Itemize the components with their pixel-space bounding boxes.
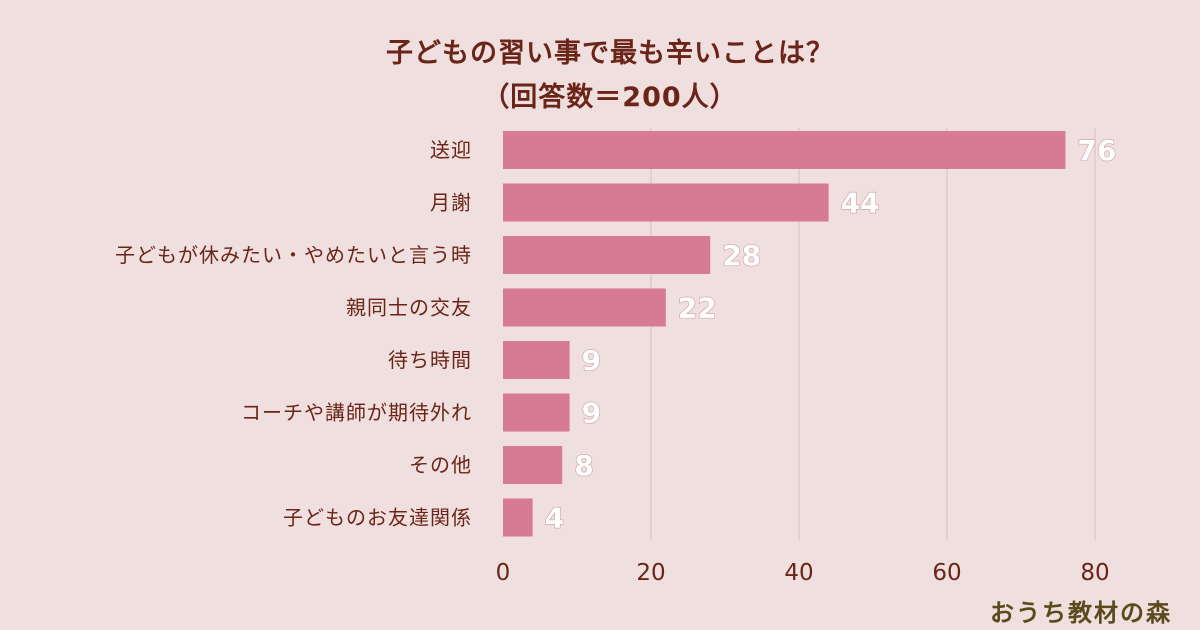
x-tick-label: 0 [496,560,511,586]
data-label: 44 [841,187,880,220]
category-label: 月謝 [430,191,472,215]
brand-logo: おうち教材の森 [990,598,1172,627]
category-label: コーチや講師が期待外れ [241,401,472,425]
bar [503,498,533,537]
bar [503,446,563,484]
x-tick-label: 80 [1080,560,1109,586]
data-label: 22 [678,292,717,325]
data-label: 8 [574,449,593,482]
x-tick-label: 60 [932,560,961,586]
bars [503,131,1066,537]
category-label: 待ち時間 [388,348,472,372]
data-label: 9 [582,344,601,377]
category-label: 送迎 [430,138,472,162]
category-labels: 送迎月謝子どもが休みたい・やめたいと言う時親同士の交友待ち時間コーチや講師が期待… [115,138,472,530]
data-label: 28 [722,239,761,272]
bar [503,131,1066,169]
x-tick-label: 40 [784,560,813,586]
data-label: 76 [1077,134,1116,167]
data-label: 9 [582,397,601,430]
x-tick-label: 20 [636,560,665,586]
chart-title: 子どもの習い事で最も辛いことは？ [386,37,834,69]
bar [503,393,570,432]
bar [503,341,570,379]
bar [503,183,829,222]
bar [503,236,711,274]
category-label: 親同士の交友 [346,296,472,320]
category-label: 子どもが休みたい・やめたいと言う時 [115,243,472,267]
chart-subtitle: （回答数＝200人） [482,81,737,113]
data-label: 4 [545,502,564,535]
x-axis-ticks: 0 20 40 60 80 [496,560,1110,586]
category-label: 子どものお友達関係 [283,506,472,530]
bar [503,288,666,327]
category-label: その他 [409,453,472,477]
